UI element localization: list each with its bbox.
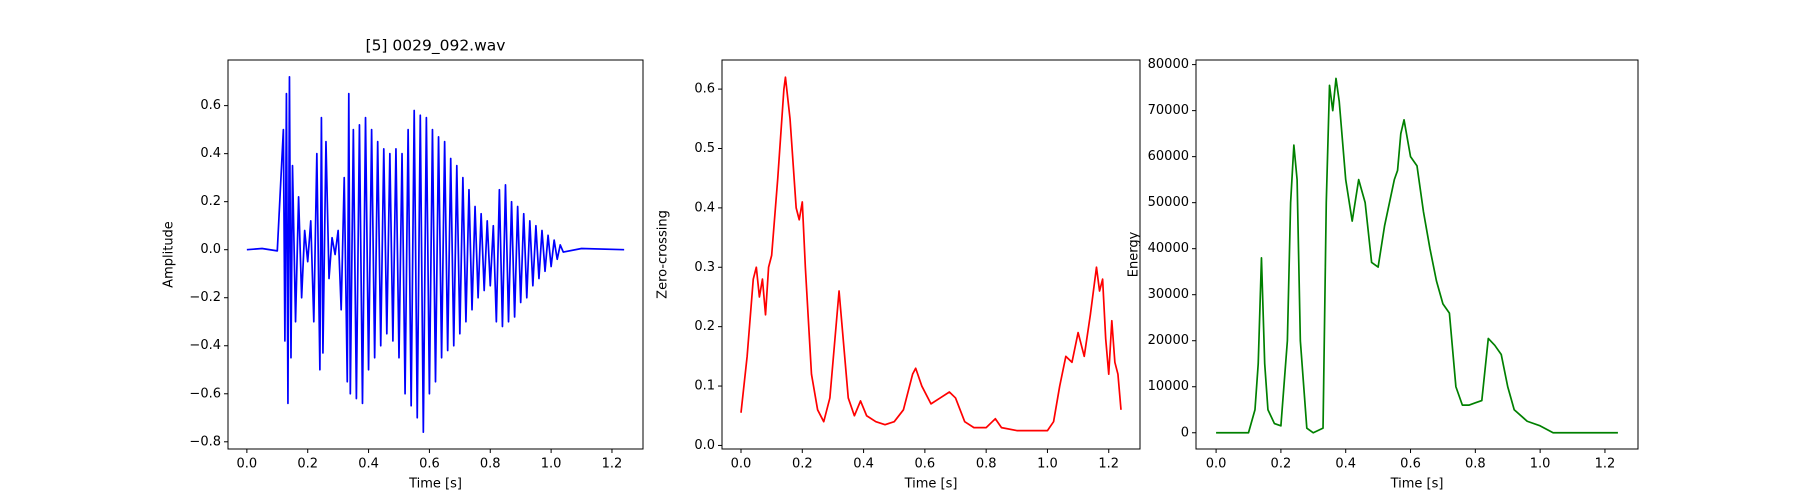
x-tick-label: 1.0 xyxy=(1037,457,1058,472)
y-tick-label: 60000 xyxy=(1148,149,1189,164)
x-tick-label: 1.2 xyxy=(602,457,623,472)
y-tick-label: 0.0 xyxy=(200,242,221,257)
y-tick-label: −0.4 xyxy=(189,338,221,353)
x-tick-label: 0.0 xyxy=(1206,457,1227,472)
y-tick-label: 0.4 xyxy=(694,200,715,215)
y-tick-label: 0.6 xyxy=(200,98,221,113)
y-tick-label: 80000 xyxy=(1148,57,1189,72)
data-line xyxy=(740,76,1122,432)
x-axis-label: Time [s] xyxy=(904,477,958,492)
x-tick-label: 0.8 xyxy=(976,457,997,472)
y-tick-label: 40000 xyxy=(1148,241,1189,256)
y-tick-label: 0 xyxy=(1181,425,1189,440)
y-axis-label: Amplitude xyxy=(162,221,177,288)
x-tick-label: 0.6 xyxy=(915,457,936,472)
x-axis-label: Time [s] xyxy=(408,477,462,492)
x-tick-label: 0.2 xyxy=(792,457,813,472)
data-line xyxy=(1216,77,1618,434)
y-tick-label: 0.6 xyxy=(694,82,715,97)
x-axis-label: Time [s] xyxy=(1390,477,1444,492)
y-tick-label: 30000 xyxy=(1148,287,1189,302)
x-tick-label: 1.2 xyxy=(1098,457,1119,472)
x-tick-label: 0.6 xyxy=(1400,457,1421,472)
axes-frame xyxy=(1195,59,1639,450)
x-tick-label: 0.4 xyxy=(358,457,379,472)
x-tick-label: 0.8 xyxy=(480,457,501,472)
x-tick-label: 0.6 xyxy=(419,457,440,472)
x-tick-label: 0.4 xyxy=(853,457,874,472)
y-tick-label: 20000 xyxy=(1148,333,1189,348)
axes-frame xyxy=(227,59,644,450)
y-tick-label: 70000 xyxy=(1148,103,1189,118)
x-tick-label: 1.2 xyxy=(1595,457,1616,472)
x-tick-label: 0.4 xyxy=(1335,457,1356,472)
axes-frame xyxy=(721,59,1141,450)
y-tick-label: −0.2 xyxy=(189,290,221,305)
x-tick-label: 0.0 xyxy=(731,457,752,472)
y-tick-label: 0.2 xyxy=(694,319,715,334)
x-tick-label: 1.0 xyxy=(541,457,562,472)
y-tick-label: 0.5 xyxy=(694,141,715,156)
data-line xyxy=(246,75,625,434)
chart-title: [5] 0029_092.wav xyxy=(366,37,506,56)
x-tick-label: 0.2 xyxy=(297,457,318,472)
y-axis-label: Zero-crossing xyxy=(656,210,671,299)
y-tick-label: 0.4 xyxy=(200,146,221,161)
y-tick-label: −0.6 xyxy=(189,386,221,401)
y-tick-label: 0.2 xyxy=(200,194,221,209)
y-tick-label: 0.1 xyxy=(694,379,715,394)
y-axis-label: Energy xyxy=(1127,231,1142,277)
y-tick-label: 0.3 xyxy=(694,260,715,275)
y-tick-label: 50000 xyxy=(1148,195,1189,210)
x-tick-label: 0.8 xyxy=(1465,457,1486,472)
y-tick-label: 10000 xyxy=(1148,379,1189,394)
x-tick-label: 0.0 xyxy=(237,457,258,472)
x-tick-label: 1.0 xyxy=(1530,457,1551,472)
x-tick-label: 0.2 xyxy=(1271,457,1292,472)
y-tick-label: 0.0 xyxy=(694,438,715,453)
y-tick-label: −0.8 xyxy=(189,434,221,449)
